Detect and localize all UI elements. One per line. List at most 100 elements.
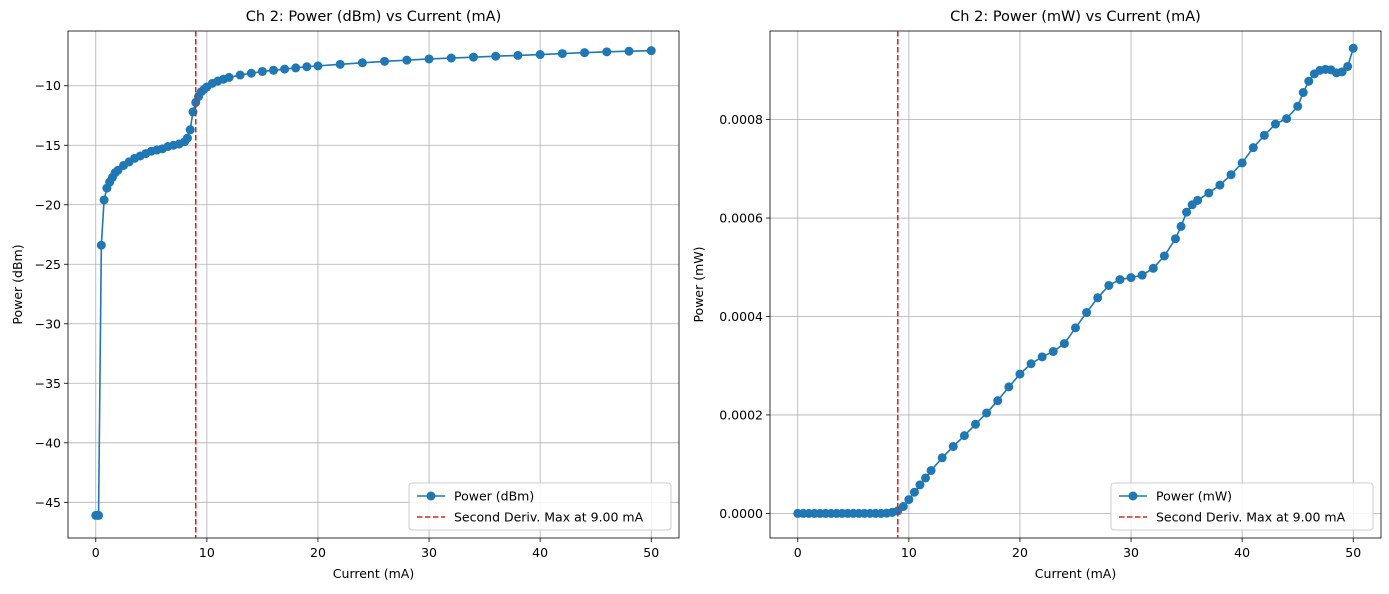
data-point xyxy=(1037,352,1047,362)
x-tick-label: 40 xyxy=(1234,545,1250,560)
data-point xyxy=(1248,143,1258,153)
data-point xyxy=(535,50,545,60)
y-tick-label: −40 xyxy=(35,435,61,450)
data-point xyxy=(380,56,390,66)
data-point xyxy=(646,46,656,56)
legend-series-marker xyxy=(1128,491,1138,501)
data-point xyxy=(335,59,345,69)
data-point xyxy=(1343,61,1353,71)
data-point xyxy=(1170,234,1180,244)
y-tick-label: −25 xyxy=(35,257,61,272)
data-point xyxy=(1159,251,1169,261)
series-line xyxy=(797,47,1354,515)
y-axis-label: Power (mW) xyxy=(691,246,706,322)
data-point xyxy=(959,431,969,441)
data-point xyxy=(1004,382,1014,392)
data-point xyxy=(898,502,908,511)
data-point xyxy=(1048,346,1058,356)
data-point xyxy=(1115,275,1125,285)
legend-series-label: Power (mW) xyxy=(1156,489,1232,504)
x-tick-label: 30 xyxy=(421,545,437,560)
data-point xyxy=(1176,221,1186,231)
plot-area xyxy=(769,30,1382,539)
y-tick-label: 0.0008 xyxy=(719,112,763,127)
data-point xyxy=(185,125,195,135)
data-point xyxy=(1104,280,1114,290)
y-tick-label: −35 xyxy=(35,376,61,391)
data-point xyxy=(446,53,456,63)
data-point xyxy=(1093,293,1103,303)
data-point xyxy=(926,466,936,476)
data-point xyxy=(1226,170,1236,180)
data-point xyxy=(624,46,634,56)
data-point xyxy=(1182,207,1192,217)
y-tick-label: −30 xyxy=(35,316,61,331)
legend-box xyxy=(1110,482,1374,531)
data-point xyxy=(1148,263,1158,273)
data-point xyxy=(357,58,367,68)
x-tick-label: 50 xyxy=(1345,545,1361,560)
data-point xyxy=(291,63,301,73)
y-axis-label: Power (dBm) xyxy=(10,244,25,324)
data-point xyxy=(1304,76,1314,86)
data-point xyxy=(1282,114,1292,124)
legend-series-marker xyxy=(426,491,436,501)
plot-area xyxy=(67,30,680,539)
x-tick-label: 50 xyxy=(643,545,659,560)
x-tick-label: 20 xyxy=(1012,545,1028,560)
data-point xyxy=(602,47,612,57)
y-tick-label: 0.0000 xyxy=(719,506,763,521)
x-tick-label: 10 xyxy=(901,545,917,560)
x-tick-label: 40 xyxy=(532,545,548,560)
data-point xyxy=(909,487,919,497)
data-point xyxy=(1059,339,1069,349)
y-tick-label: −10 xyxy=(35,78,61,93)
data-point xyxy=(1126,273,1136,283)
x-axis-label: Current (mA) xyxy=(1035,566,1116,581)
legend-series-label: Power (dBm) xyxy=(454,489,534,504)
series-line xyxy=(95,49,652,517)
data-point xyxy=(982,408,992,418)
data-point xyxy=(1298,88,1308,98)
data-point xyxy=(1237,158,1247,168)
data-point xyxy=(269,65,279,75)
data-point xyxy=(1015,369,1025,379)
data-point xyxy=(1215,180,1225,190)
data-point xyxy=(94,510,104,520)
data-point xyxy=(257,66,267,76)
data-point xyxy=(971,419,981,429)
data-point xyxy=(313,61,323,71)
chart-dbm: Ch 2: Power (dBm) vs Current (mA) 0 10 20 3… xyxy=(10,9,680,581)
data-point xyxy=(1337,67,1347,77)
x-tick-label: 10 xyxy=(199,545,215,560)
data-point xyxy=(1082,308,1092,318)
chart-mw: Ch 2: Power (mW) vs Current (mA) 0 10 20 30… xyxy=(691,9,1382,581)
y-tick-label: −15 xyxy=(35,138,61,153)
data-point xyxy=(937,453,947,463)
data-point xyxy=(904,495,914,505)
x-tick-label: 0 xyxy=(92,545,100,560)
data-point xyxy=(993,396,1003,406)
data-point xyxy=(280,64,290,74)
data-point xyxy=(921,473,931,483)
data-point xyxy=(557,49,567,59)
legend-vline-label: Second Deriv. Max at 9.00 mA xyxy=(454,510,644,525)
chart-title: Ch 2: Power (dBm) vs Current (mA) xyxy=(246,9,501,25)
data-point xyxy=(1137,270,1147,280)
data-point xyxy=(468,52,478,62)
data-point xyxy=(424,54,434,64)
data-point xyxy=(491,51,501,61)
legend: Power (dBm) Second Deriv. Max at 9.00 mA xyxy=(408,482,672,531)
data-point xyxy=(402,55,412,65)
x-axis-label: Current (mA) xyxy=(333,566,414,581)
data-point xyxy=(302,62,312,72)
data-point xyxy=(1204,188,1214,198)
data-point xyxy=(96,240,106,250)
data-point xyxy=(182,133,192,143)
data-point xyxy=(1259,130,1269,140)
legend-vline-label: Second Deriv. Max at 9.00 mA xyxy=(1156,510,1346,525)
data-point xyxy=(99,195,109,205)
data-point xyxy=(948,441,958,451)
data-point xyxy=(1270,119,1280,129)
